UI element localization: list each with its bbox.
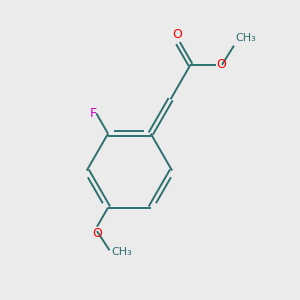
Text: CH₃: CH₃	[112, 247, 133, 257]
Text: O: O	[216, 58, 226, 71]
Text: CH₃: CH₃	[236, 33, 256, 43]
Text: O: O	[92, 227, 102, 240]
Text: O: O	[172, 28, 182, 41]
Text: F: F	[90, 107, 97, 120]
